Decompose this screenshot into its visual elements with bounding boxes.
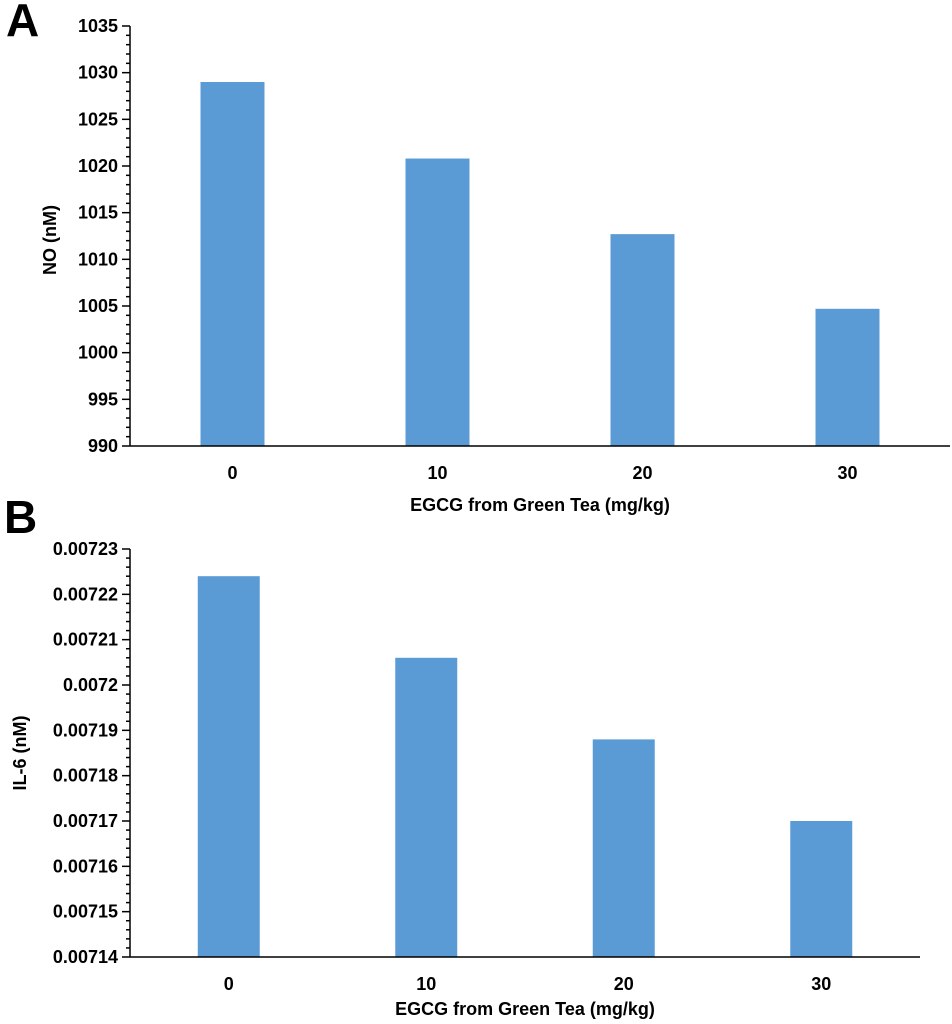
y-tick-label-b: 0.00719 xyxy=(53,720,118,740)
bar-a-0 xyxy=(200,82,265,446)
y-axis-title-a: NO (nM) xyxy=(40,205,60,275)
bar-b-30 xyxy=(790,821,853,957)
bar-b-0 xyxy=(197,576,260,957)
chart-b: B 0.007140.007150.007160.007170.007180.0… xyxy=(4,491,920,1019)
y-tick-label-b: 0.00715 xyxy=(53,902,118,922)
y-tick-label-a: 1000 xyxy=(78,343,118,363)
bar-b-10 xyxy=(395,657,458,957)
chart-a: A 99099510001005101010151020102510301035… xyxy=(6,0,950,515)
x-axis-title-a: EGCG from Green Tea (mg/kg) xyxy=(410,495,670,515)
y-tick-label-a: 1030 xyxy=(78,63,118,83)
x-tick-label-b: 10 xyxy=(416,974,436,994)
bar-a-10 xyxy=(405,158,470,447)
y-axis-title-b: IL-6 (nM) xyxy=(10,716,30,791)
y-tick-label-b: 0.00721 xyxy=(53,630,118,650)
y-tick-label-a: 1025 xyxy=(78,109,118,129)
x-tick-label-b: 0 xyxy=(224,974,234,994)
x-tick-label-a: 0 xyxy=(227,463,237,483)
y-tick-label-b: 0.00723 xyxy=(53,539,118,559)
y-tick-label-b: 0.00718 xyxy=(53,766,118,786)
x-axis-title-b: EGCG from Green Tea (mg/kg) xyxy=(395,999,655,1019)
y-tick-label-a: 990 xyxy=(88,436,118,456)
y-tick-label-a: 995 xyxy=(88,389,118,409)
y-tick-label-a: 1035 xyxy=(78,16,118,36)
bar-a-30 xyxy=(815,308,880,446)
x-tick-label-a: 10 xyxy=(427,463,447,483)
x-tick-label-a: 30 xyxy=(837,463,857,483)
bar-b-20 xyxy=(592,739,655,957)
panel-letter-b: B xyxy=(4,491,37,543)
y-tick-label-a: 1005 xyxy=(78,296,118,316)
y-tick-label-a: 1015 xyxy=(78,203,118,223)
panel-letter-a: A xyxy=(6,0,39,46)
x-tick-label-b: 30 xyxy=(811,974,831,994)
y-tick-label-a: 1010 xyxy=(78,249,118,269)
y-tick-label-b: 0.00722 xyxy=(53,584,118,604)
x-tick-label-b: 20 xyxy=(614,974,634,994)
y-tick-label-b: 0.00714 xyxy=(53,947,118,967)
y-tick-label-b: 0.0072 xyxy=(63,675,118,695)
bar-a-20 xyxy=(610,234,675,446)
y-tick-label-b: 0.00716 xyxy=(53,856,118,876)
plot-area-b: 0.00714 0.00715 0.00716 0.00717 0.00718 0.007… xyxy=(53,539,920,994)
x-tick-label-a: 20 xyxy=(632,463,652,483)
y-tick-label-a: 1020 xyxy=(78,156,118,176)
y-tick-label-b: 0.00717 xyxy=(53,811,118,831)
